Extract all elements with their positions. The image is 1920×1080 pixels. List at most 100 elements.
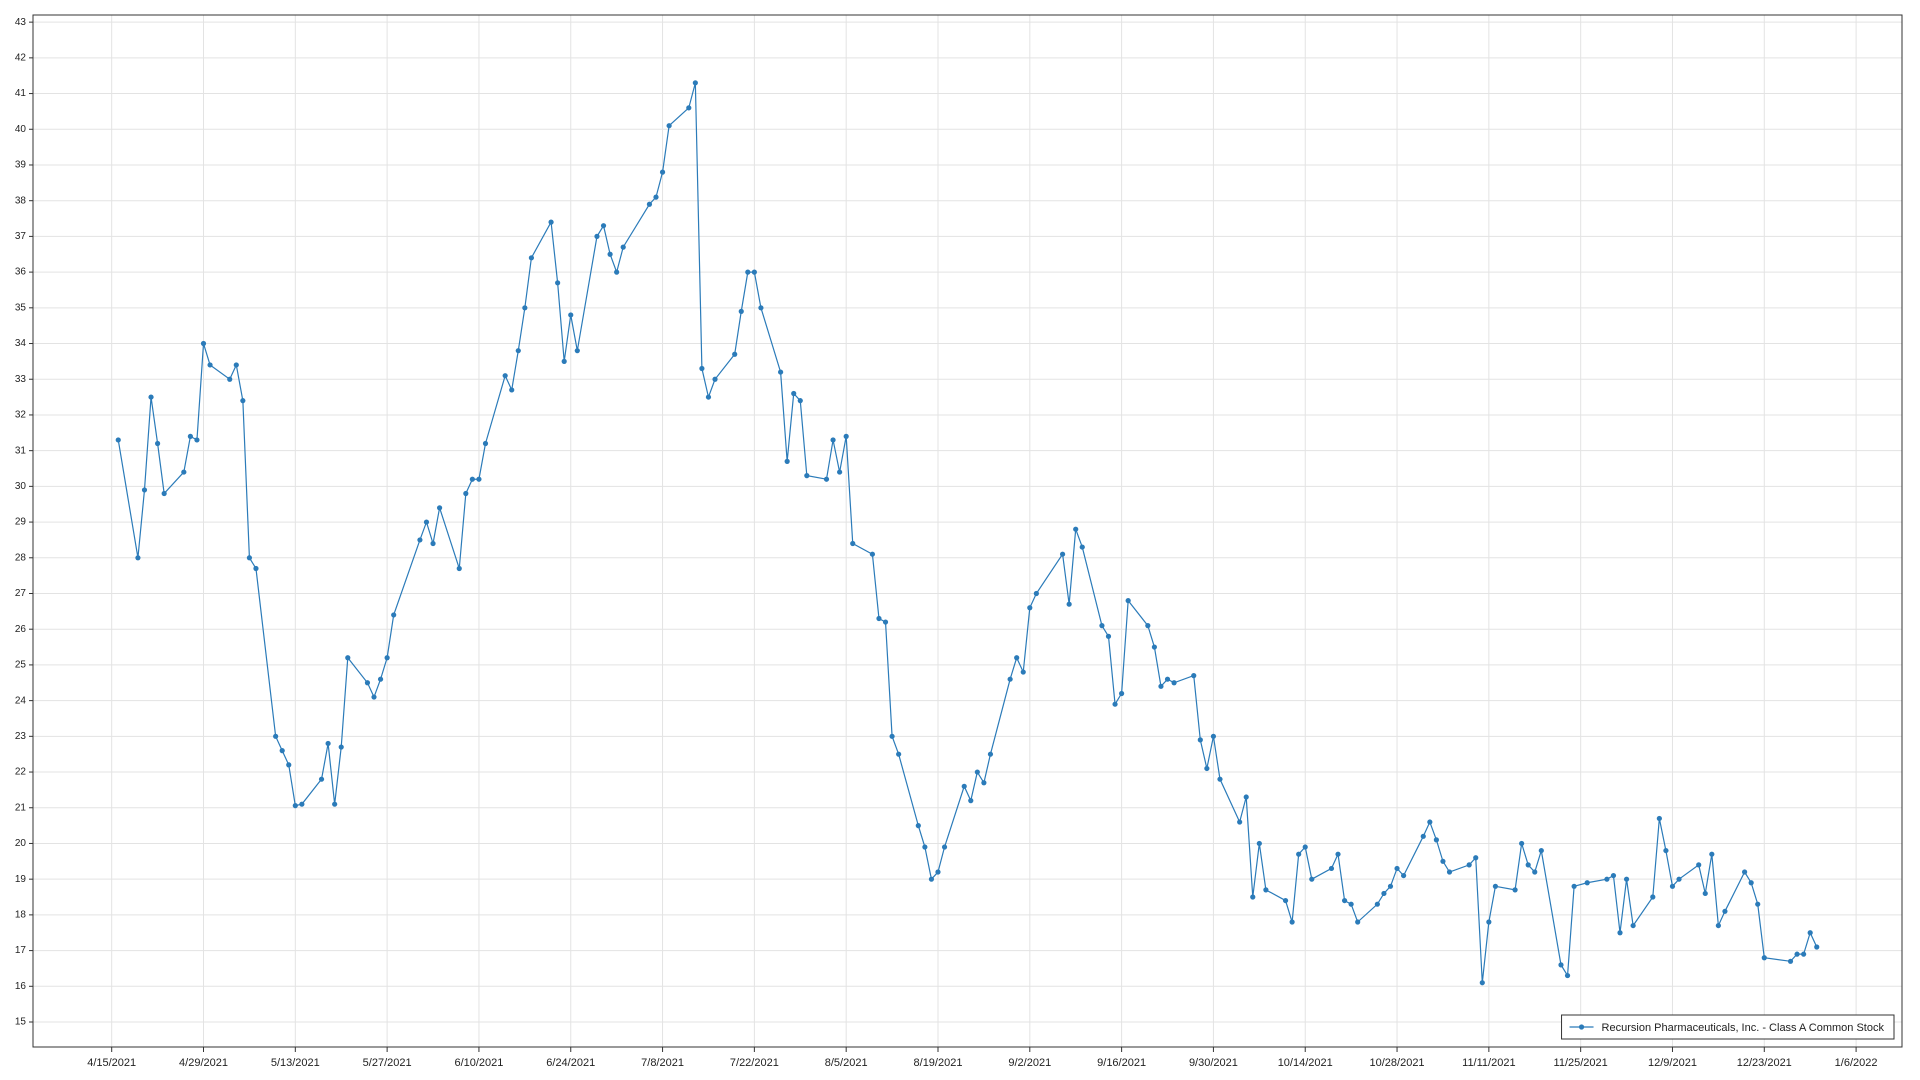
data-point <box>1584 880 1590 886</box>
data-point <box>1656 815 1662 822</box>
legend-marker <box>1578 1024 1585 1030</box>
data-point <box>1702 890 1708 897</box>
data-point <box>1814 944 1820 950</box>
data-point <box>699 365 705 372</box>
y-tick-label: 39 <box>15 160 27 171</box>
data-point <box>1715 922 1721 929</box>
data-point <box>1073 526 1079 532</box>
x-tick-label: 9/16/2021 <box>1097 1057 1146 1069</box>
data-point <box>227 376 233 382</box>
data-point <box>273 733 279 739</box>
data-point <box>1158 683 1164 689</box>
data-point <box>692 80 698 86</box>
data-point <box>1466 862 1472 868</box>
data-point <box>935 869 941 875</box>
data-point <box>1538 847 1544 854</box>
data-point <box>758 305 764 311</box>
data-point <box>1473 855 1479 861</box>
data-point <box>1604 876 1610 882</box>
data-point <box>1296 851 1302 857</box>
data-point <box>1623 876 1630 882</box>
x-tick-label: 7/22/2021 <box>730 1057 779 1069</box>
data-point <box>1309 876 1315 882</box>
data-point <box>1722 908 1728 914</box>
data-point <box>299 801 305 807</box>
x-tick-label: 11/11/2021 <box>1462 1057 1515 1069</box>
data-point <box>1059 551 1066 557</box>
y-tick-label: 30 <box>15 481 27 492</box>
data-point <box>614 269 620 275</box>
y-tick-label: 21 <box>15 802 27 813</box>
data-point <box>1676 876 1682 882</box>
data-point <box>1761 955 1767 961</box>
data-point <box>141 487 148 493</box>
data-point <box>1250 894 1256 900</box>
data-point <box>922 844 928 850</box>
data-point <box>181 469 187 475</box>
y-tick-label: 35 <box>15 302 27 313</box>
data-point <box>1525 862 1531 868</box>
data-point <box>148 394 154 400</box>
data-point <box>1027 605 1033 611</box>
data-point <box>1164 676 1171 682</box>
data-point <box>115 437 121 443</box>
data-point <box>1663 847 1669 854</box>
data-point <box>161 490 167 497</box>
data-point <box>1066 601 1072 607</box>
data-point <box>364 680 371 686</box>
data-point <box>1564 972 1571 979</box>
x-tick-label: 9/2/2021 <box>1008 1057 1051 1069</box>
x-tick-label: 12/23/2021 <box>1737 1057 1792 1069</box>
y-tick-label: 23 <box>15 731 27 742</box>
y-tick-label: 37 <box>15 231 27 242</box>
data-point <box>1650 894 1656 900</box>
y-tick-label: 16 <box>15 981 27 992</box>
plot-frame <box>32 14 1903 1048</box>
data-point <box>974 769 980 775</box>
data-point <box>522 305 528 311</box>
data-point <box>1289 919 1295 925</box>
data-point <box>1617 930 1623 936</box>
data-point <box>1486 919 1492 925</box>
y-tick-label: 29 <box>15 517 27 528</box>
data-point <box>1742 869 1748 875</box>
data-point <box>1479 980 1485 986</box>
data-point <box>528 255 535 261</box>
data-point <box>1171 680 1177 686</box>
data-point <box>686 105 692 111</box>
data-point <box>1335 851 1341 857</box>
y-tick-label: 18 <box>15 910 27 921</box>
data-point <box>1519 840 1525 847</box>
data-point <box>240 398 246 404</box>
data-point <box>804 473 810 479</box>
y-tick-label: 19 <box>15 874 27 885</box>
data-point <box>345 655 351 661</box>
x-tick-label: 5/13/2021 <box>271 1057 320 1069</box>
data-point <box>791 390 797 397</box>
data-point <box>1420 833 1426 839</box>
y-tick-label: 42 <box>15 52 27 63</box>
data-point <box>653 194 659 200</box>
data-point <box>417 537 423 543</box>
data-point <box>1374 901 1380 907</box>
data-point <box>620 244 626 250</box>
data-point <box>155 440 161 447</box>
data-point <box>1348 901 1354 907</box>
data-point <box>1807 930 1813 936</box>
data-point <box>1512 887 1518 893</box>
x-tick-label: 10/14/2021 <box>1278 1057 1333 1069</box>
data-point <box>469 476 475 482</box>
x-tick-label: 4/15/2021 <box>87 1057 136 1069</box>
x-tick-label: 6/24/2021 <box>546 1057 595 1069</box>
data-point <box>187 433 193 439</box>
data-point <box>318 776 325 782</box>
data-point <box>1263 887 1269 893</box>
data-point <box>292 803 298 809</box>
data-point <box>968 798 974 804</box>
data-point <box>1204 765 1210 772</box>
data-point <box>732 351 738 357</box>
data-point <box>1328 865 1335 872</box>
data-point <box>961 783 967 789</box>
data-point <box>876 615 882 622</box>
data-point <box>1020 669 1026 675</box>
